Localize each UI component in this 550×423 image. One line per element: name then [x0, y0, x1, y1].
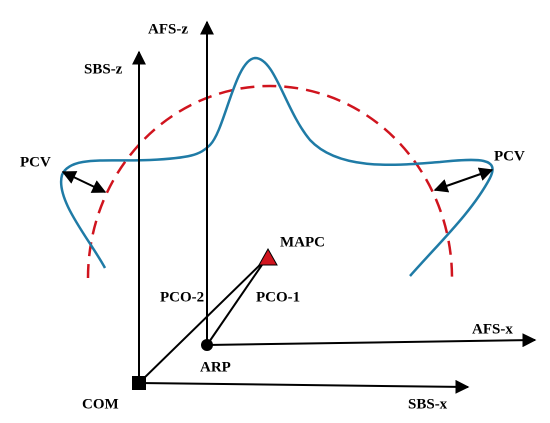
- com-marker: [132, 376, 146, 390]
- afs-x-axis: [206, 333, 537, 348]
- arp-label: ARP: [200, 359, 231, 375]
- afs-z-label: AFS-z: [148, 21, 188, 37]
- pcv-arrow-left: [61, 171, 107, 193]
- pcv-label: PCV: [20, 154, 51, 170]
- sbs-x-label: SBS-x: [408, 396, 448, 412]
- pco-2-vector: [138, 258, 267, 384]
- pcv-arrow-right: [433, 167, 494, 193]
- mapc-marker: [258, 247, 278, 266]
- arp-marker: [201, 339, 213, 351]
- sbs-x-axis: [138, 379, 470, 394]
- pco-1-vector: [206, 258, 267, 346]
- pco-1-label: PCO-1: [256, 289, 300, 305]
- pcv-label: PCV: [494, 148, 525, 164]
- reference-arc: [86, 84, 454, 279]
- sbs-z-label: SBS-z: [84, 61, 123, 77]
- mapc-label: MAPC: [280, 234, 325, 250]
- pcv-curve: [59, 56, 494, 277]
- afs-x-label: AFS-x: [472, 321, 513, 337]
- pco-2-label: PCO-2: [160, 289, 204, 305]
- com-label: COM: [82, 396, 119, 412]
